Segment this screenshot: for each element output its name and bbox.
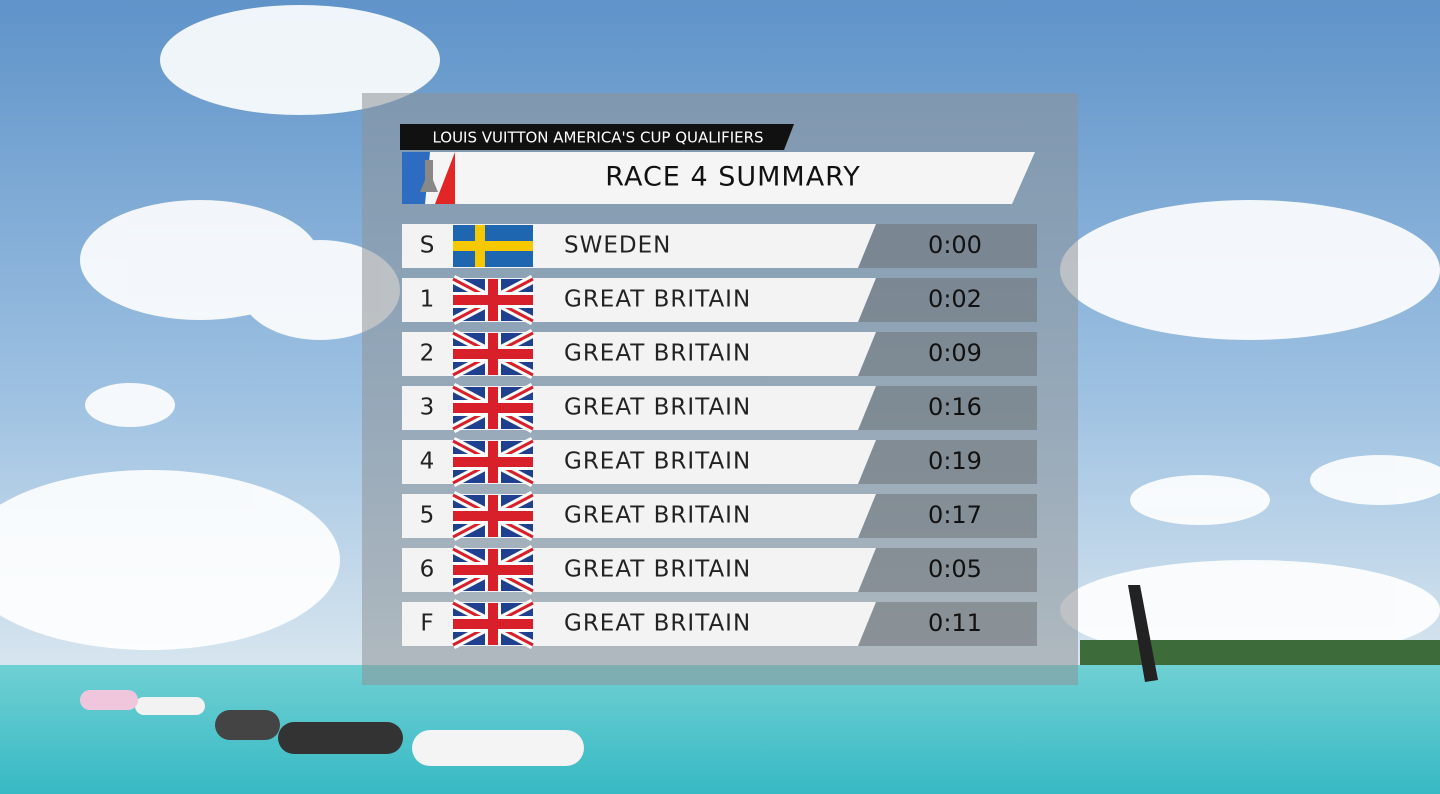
- result-row: 2 GREAT BRITAIN 0:09: [402, 329, 1037, 379]
- series-tab: [400, 124, 794, 150]
- title: RACE 4 SUMMARY: [605, 162, 860, 193]
- leg-label: 3: [420, 395, 435, 421]
- series-label: LOUIS VUITTON AMERICA'S CUP QUALIFIERS: [432, 129, 763, 147]
- team-name: GREAT BRITAIN: [564, 449, 751, 475]
- flag-cross: [453, 241, 533, 251]
- logo: [402, 152, 455, 204]
- leg-label: 4: [420, 449, 435, 475]
- results-table: S SWEDEN 0:00 1 GREAT BRITAIN 0:02 2 GREAT BRIT…: [402, 224, 1037, 649]
- flag-cross: [453, 349, 533, 359]
- result-row: 6 GREAT BRITAIN 0:05: [402, 545, 1037, 595]
- time-delta: 0:19: [928, 447, 982, 475]
- team-name: GREAT BRITAIN: [564, 395, 751, 421]
- leg-label: F: [420, 611, 433, 637]
- time-cell: [858, 224, 1037, 268]
- team-name: GREAT BRITAIN: [564, 287, 751, 313]
- result-row: F GREAT BRITAIN 0:11: [402, 599, 1037, 649]
- result-row: S SWEDEN 0:00: [402, 224, 1037, 268]
- team-name: SWEDEN: [564, 233, 671, 259]
- time-delta: 0:00: [928, 231, 982, 259]
- team-name: GREAT BRITAIN: [564, 557, 751, 583]
- team-name: GREAT BRITAIN: [564, 503, 751, 529]
- time-delta: 0:17: [928, 501, 982, 529]
- title-bar: [402, 152, 1035, 204]
- leg-label: 1: [420, 287, 435, 313]
- leg-label: 5: [420, 503, 435, 529]
- time-cell: [858, 278, 1037, 322]
- time-cell: [858, 494, 1037, 538]
- result-row: 1 GREAT BRITAIN 0:02: [402, 275, 1037, 325]
- flag-cross: [453, 403, 533, 413]
- time-cell: [858, 602, 1037, 646]
- flag-cross: [453, 457, 533, 467]
- sail: [1128, 585, 1158, 682]
- leg-label: 6: [420, 557, 435, 583]
- flag-cross: [453, 295, 533, 305]
- team-name: GREAT BRITAIN: [564, 341, 751, 367]
- time-delta: 0:09: [928, 339, 982, 367]
- time-cell: [858, 548, 1037, 592]
- flag-cross: [453, 565, 533, 575]
- team-name: GREAT BRITAIN: [564, 611, 751, 637]
- flag-cross: [453, 511, 533, 521]
- leg-label: S: [420, 233, 435, 259]
- result-row: 3 GREAT BRITAIN 0:16: [402, 383, 1037, 433]
- time-delta: 0:02: [928, 285, 982, 313]
- time-cell: [858, 386, 1037, 430]
- leg-label: 2: [420, 341, 435, 367]
- time-cell: [858, 440, 1037, 484]
- buoys: [80, 690, 584, 766]
- time-delta: 0:16: [928, 393, 982, 421]
- result-row: 4 GREAT BRITAIN 0:19: [402, 437, 1037, 487]
- clouds: [0, 5, 1440, 660]
- flag-cross: [453, 619, 533, 629]
- result-row: 5 GREAT BRITAIN 0:17: [402, 491, 1037, 541]
- time-cell: [858, 332, 1037, 376]
- time-delta: 0:11: [928, 609, 982, 637]
- time-delta: 0:05: [928, 555, 982, 583]
